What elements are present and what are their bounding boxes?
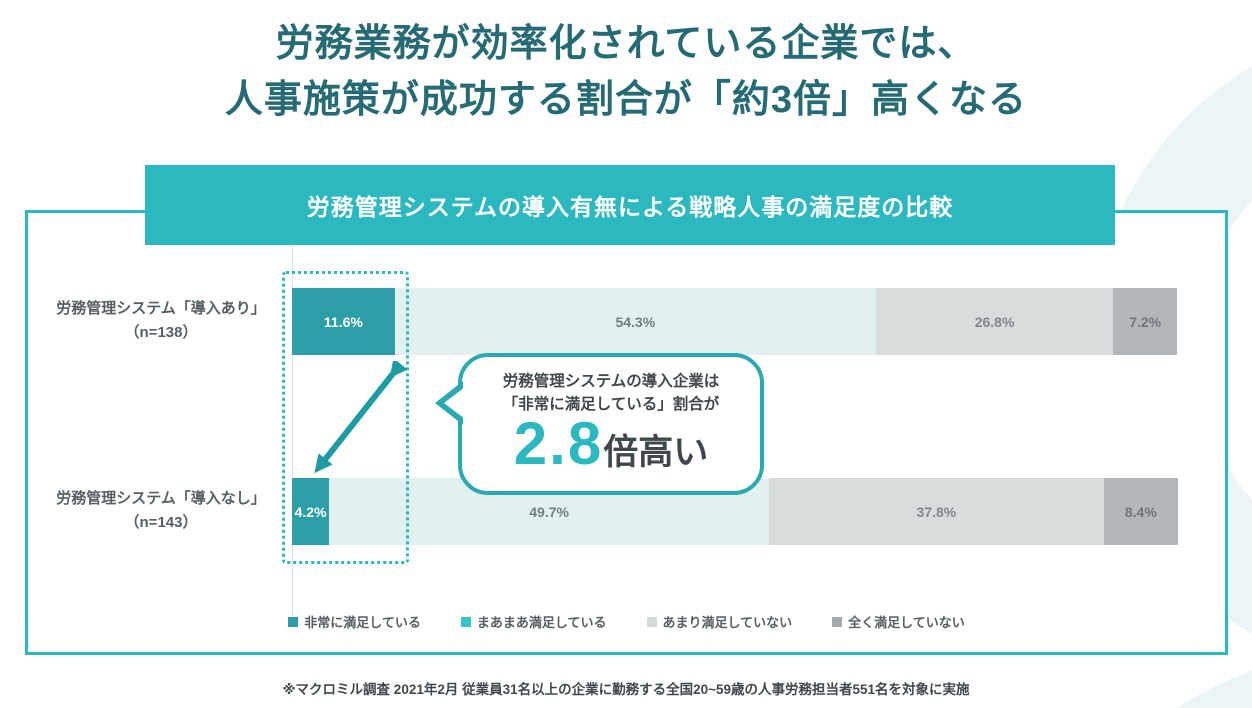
legend-label: 非常に満足している bbox=[304, 615, 421, 630]
chart-title-banner: 労務管理システムの導入有無による戦略人事の満足度の比較 bbox=[145, 165, 1115, 245]
bar-segment-value: 7.2% bbox=[1129, 313, 1162, 330]
legend-swatch bbox=[288, 616, 299, 627]
axis-line bbox=[292, 245, 293, 623]
bar-segment: 7.2% bbox=[1113, 288, 1178, 355]
bar-segment-value: 4.2% bbox=[294, 503, 327, 520]
bar-segment-value: 54.3% bbox=[615, 313, 656, 330]
legend-swatch bbox=[646, 616, 657, 627]
multiplier-value: 2.8 bbox=[513, 410, 604, 477]
legend-item: 全く満足していない bbox=[832, 612, 965, 631]
page-title: 労務業務が効率化されている企業では、 人事施策が成功する割合が「約3倍」高くなる bbox=[0, 16, 1252, 128]
bar-segment: 54.3% bbox=[394, 288, 876, 355]
bar-with-system: 11.6% 54.3% 26.8% 7.2% bbox=[292, 288, 1178, 355]
bar-segment-value: 37.8% bbox=[916, 503, 957, 520]
legend-item: あまり満足していない bbox=[646, 612, 793, 631]
bar-segment: 37.8% bbox=[769, 478, 1104, 545]
legend-swatch bbox=[460, 616, 471, 627]
bar-segment: 4.2% bbox=[292, 478, 330, 545]
legend-swatch bbox=[832, 616, 843, 627]
callout-highlight: 2.8倍高い bbox=[462, 412, 760, 492]
callout-line-2: 「非常に満足している」割合が bbox=[502, 396, 720, 413]
bar-segment: 26.8% bbox=[875, 288, 1114, 355]
legend-item: まあまあ満足している bbox=[460, 612, 607, 631]
footnote: ※マクロミル調査 2021年2月 従業員31名以上の企業に勤務する全国20~59… bbox=[282, 682, 970, 697]
multiplier-suffix: 倍高い bbox=[603, 433, 709, 472]
callout-line-1: 労務管理システムの導入企業は bbox=[502, 373, 720, 390]
legend-item: 非常に満足している bbox=[288, 612, 421, 631]
category-name: 労務管理システム「導入なし」 bbox=[56, 490, 266, 507]
legend-label: あまり満足していない bbox=[662, 615, 793, 630]
legend: 非常に満足している まあまあ満足している あまり満足していない 全く満足していない bbox=[28, 612, 1225, 631]
bar-segment-value: 49.7% bbox=[529, 503, 569, 520]
bar-segment-value: 26.8% bbox=[974, 313, 1015, 330]
bar-segment: 11.6% bbox=[292, 288, 395, 355]
chart-card: 労務管理システム「導入あり」 （n=138） 11.6% 54.3% 26.8% 7.… bbox=[25, 210, 1228, 655]
bar-segment-value: 11.6% bbox=[323, 313, 363, 330]
category-name: 労務管理システム「導入あり」 bbox=[56, 300, 266, 317]
bar-segment-value: 8.4% bbox=[1124, 503, 1157, 520]
legend-label: まあまあ満足している bbox=[476, 615, 607, 630]
chart-title: 労務管理システムの導入有無による戦略人事の満足度の比較 bbox=[306, 194, 954, 220]
double-arrow-icon bbox=[314, 361, 408, 474]
category-sample-size: （n=143） bbox=[124, 514, 198, 531]
title-line-1: 労務業務が効率化されている企業では、 bbox=[275, 23, 977, 65]
callout-bubble: 労務管理システムの導入企業は 「非常に満足している」割合が 2.8倍高い bbox=[435, 353, 764, 495]
category-label-without-system: 労務管理システム「導入なし」 （n=143） bbox=[36, 487, 286, 535]
title-line-2: 人事施策が成功する割合が「約3倍」高くなる bbox=[224, 79, 1028, 121]
bar-segment: 8.4% bbox=[1103, 478, 1178, 545]
legend-label: 全く満足していない bbox=[848, 615, 965, 630]
category-sample-size: （n=138） bbox=[124, 324, 198, 341]
category-label-with-system: 労務管理システム「導入あり」 （n=138） bbox=[36, 297, 286, 345]
